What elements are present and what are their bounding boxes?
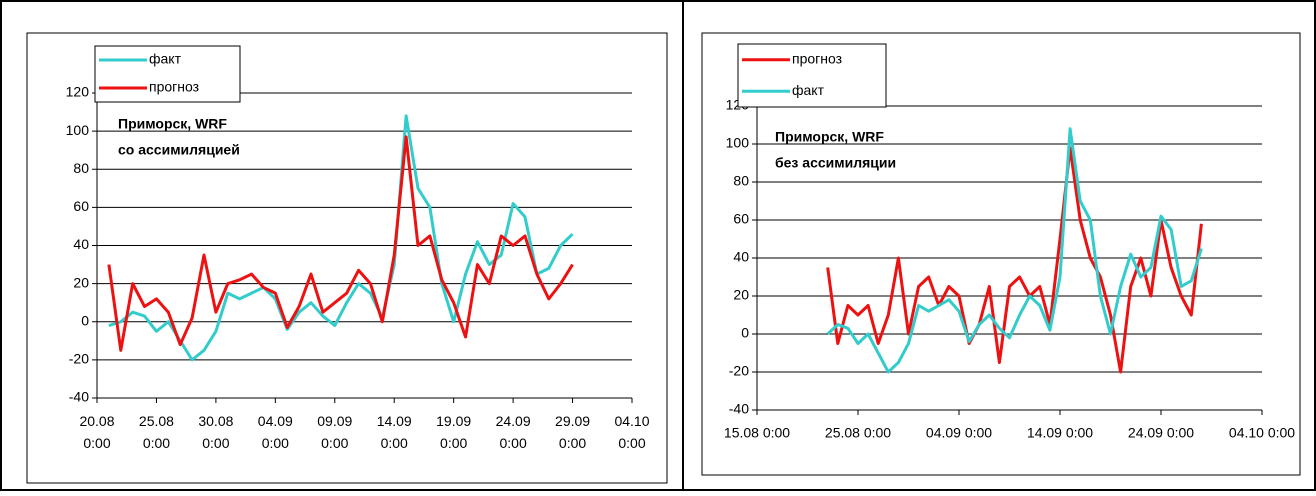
x-tick-label: 20.08 0:00 bbox=[79, 413, 114, 451]
x-tick-label: 09.09 0:00 bbox=[317, 413, 352, 451]
x-tick-label: 14.09 0:00 bbox=[1027, 425, 1093, 441]
y-tick-label: 20 bbox=[733, 287, 749, 303]
y-tick-label: 40 bbox=[733, 249, 749, 265]
x-tick-label: 25.08 0:00 bbox=[825, 425, 891, 441]
y-tick-label: 40 bbox=[73, 236, 89, 252]
x-tick-label: 15.08 0:00 bbox=[724, 425, 790, 441]
chart-frame bbox=[26, 32, 668, 484]
legend bbox=[94, 45, 241, 103]
x-tick-label: 30.08 0:00 bbox=[198, 413, 233, 451]
y-tick-label: 80 bbox=[733, 173, 749, 189]
x-tick-label: 04.09 0:00 bbox=[926, 425, 992, 441]
y-tick-label: 120 bbox=[66, 84, 90, 100]
series-line bbox=[107, 135, 574, 352]
series-line bbox=[826, 127, 1203, 374]
x-tick-label: 04.09 0:00 bbox=[258, 413, 293, 451]
x-tick-label: 24.09 0:00 bbox=[496, 413, 531, 451]
annotation: со ассимиляцией bbox=[118, 142, 240, 158]
x-tick-label: 04.10 0:00 bbox=[614, 413, 649, 451]
annotation: Приморск, WRF bbox=[118, 116, 227, 132]
y-tick-label: -20 bbox=[69, 351, 89, 367]
y-tick-label: -40 bbox=[729, 401, 749, 417]
y-tick-label: 0 bbox=[741, 325, 749, 341]
y-tick-label: 60 bbox=[733, 211, 749, 227]
legend-label: факт bbox=[149, 51, 182, 67]
series-line bbox=[826, 146, 1203, 374]
x-tick-label: 25.08 0:00 bbox=[139, 413, 174, 451]
x-tick-label: 04.10 0:00 bbox=[1229, 425, 1295, 441]
legend bbox=[737, 43, 887, 108]
y-tick-label: 100 bbox=[726, 135, 750, 151]
y-tick-label: -40 bbox=[69, 389, 89, 405]
x-tick-label: 29.09 0:00 bbox=[555, 413, 590, 451]
legend-label: факт bbox=[792, 82, 825, 98]
y-tick-label: 0 bbox=[81, 312, 89, 328]
y-tick-label: 100 bbox=[66, 122, 90, 138]
legend-label: прогноз bbox=[792, 50, 842, 66]
y-tick-label: -20 bbox=[729, 363, 749, 379]
x-tick-label: 19.09 0:00 bbox=[436, 413, 471, 451]
y-tick-label: 60 bbox=[73, 198, 89, 214]
y-tick-label: 20 bbox=[73, 274, 89, 290]
y-tick-label: 80 bbox=[73, 160, 89, 176]
x-tick-label: 14.09 0:00 bbox=[377, 413, 412, 451]
x-tick-label: 24.09 0:00 bbox=[1128, 425, 1194, 441]
annotation: Приморск, WRF bbox=[775, 129, 884, 145]
annotation: без ассимиляции bbox=[775, 155, 896, 171]
legend-label: прогноз bbox=[149, 79, 199, 95]
